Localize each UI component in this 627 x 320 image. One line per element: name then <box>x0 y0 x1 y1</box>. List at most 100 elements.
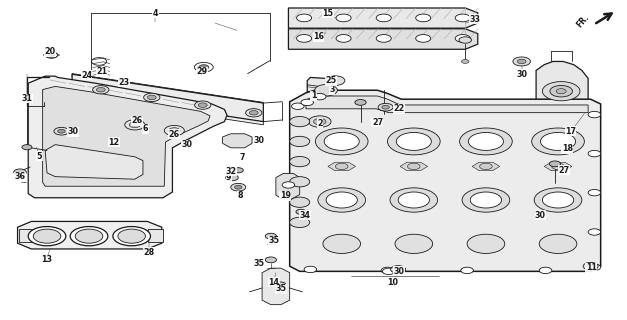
Circle shape <box>296 209 306 214</box>
Circle shape <box>336 14 351 22</box>
Polygon shape <box>276 173 300 199</box>
Circle shape <box>461 60 469 63</box>
Circle shape <box>48 53 55 57</box>
Text: 36: 36 <box>14 172 26 181</box>
Circle shape <box>378 103 393 111</box>
Circle shape <box>552 163 564 170</box>
Circle shape <box>381 267 394 274</box>
Polygon shape <box>18 221 162 249</box>
Text: 22: 22 <box>394 104 405 113</box>
Text: 17: 17 <box>565 127 576 136</box>
Text: 7: 7 <box>240 153 245 162</box>
Circle shape <box>314 118 326 125</box>
Circle shape <box>542 192 574 208</box>
Circle shape <box>376 35 391 42</box>
Text: 30: 30 <box>516 70 527 79</box>
Circle shape <box>459 37 472 43</box>
Circle shape <box>416 14 431 22</box>
Circle shape <box>234 185 242 189</box>
Circle shape <box>552 137 567 145</box>
Text: 30: 30 <box>68 127 79 136</box>
Text: 8: 8 <box>238 191 243 200</box>
Circle shape <box>588 150 601 157</box>
Circle shape <box>93 85 109 94</box>
Circle shape <box>460 128 512 155</box>
Circle shape <box>391 266 406 273</box>
Circle shape <box>265 257 277 263</box>
Circle shape <box>28 227 66 246</box>
Circle shape <box>326 76 345 85</box>
Polygon shape <box>223 134 252 148</box>
Polygon shape <box>288 29 478 49</box>
Circle shape <box>290 177 310 187</box>
Text: 32: 32 <box>225 167 236 176</box>
Circle shape <box>416 35 431 42</box>
Text: 20: 20 <box>45 47 56 56</box>
Circle shape <box>147 95 156 100</box>
Circle shape <box>540 132 576 150</box>
Polygon shape <box>472 162 500 171</box>
Circle shape <box>233 168 243 173</box>
Text: 19: 19 <box>280 191 291 200</box>
Circle shape <box>335 163 348 170</box>
Text: 35: 35 <box>268 236 280 245</box>
Circle shape <box>125 120 145 130</box>
Circle shape <box>297 14 312 22</box>
Circle shape <box>194 101 211 109</box>
Text: 16: 16 <box>313 32 324 41</box>
Circle shape <box>169 128 180 133</box>
Circle shape <box>395 234 433 253</box>
Circle shape <box>539 267 552 274</box>
Circle shape <box>113 227 150 246</box>
Polygon shape <box>72 74 263 106</box>
Circle shape <box>534 188 582 212</box>
Circle shape <box>517 59 526 64</box>
Polygon shape <box>328 162 356 171</box>
Circle shape <box>301 99 314 106</box>
Polygon shape <box>45 145 143 179</box>
Text: 35: 35 <box>275 284 287 293</box>
Polygon shape <box>544 162 572 171</box>
Circle shape <box>144 93 160 101</box>
Circle shape <box>246 108 262 117</box>
Circle shape <box>532 128 584 155</box>
Circle shape <box>539 234 577 253</box>
Text: 27: 27 <box>372 118 383 127</box>
Circle shape <box>323 234 361 253</box>
Text: 13: 13 <box>41 255 53 264</box>
Text: 15: 15 <box>322 9 334 18</box>
Circle shape <box>396 132 431 150</box>
Text: 30: 30 <box>394 267 405 276</box>
Circle shape <box>587 264 594 268</box>
Circle shape <box>58 129 65 133</box>
Circle shape <box>468 132 503 150</box>
Circle shape <box>387 128 440 155</box>
Text: 35: 35 <box>253 259 265 268</box>
Text: 14: 14 <box>268 278 280 287</box>
Text: 23: 23 <box>119 78 130 87</box>
Polygon shape <box>262 268 290 305</box>
Circle shape <box>282 182 295 188</box>
Circle shape <box>336 35 351 42</box>
Polygon shape <box>290 90 601 271</box>
Polygon shape <box>538 129 582 153</box>
Circle shape <box>315 128 368 155</box>
Circle shape <box>455 14 470 22</box>
Polygon shape <box>19 229 34 242</box>
Circle shape <box>315 84 337 96</box>
Text: 4: 4 <box>153 9 158 18</box>
Polygon shape <box>43 86 210 186</box>
Text: 30: 30 <box>181 140 192 149</box>
Circle shape <box>226 174 238 181</box>
Circle shape <box>290 156 310 167</box>
Circle shape <box>390 188 438 212</box>
Circle shape <box>290 197 310 207</box>
Circle shape <box>292 103 304 109</box>
Polygon shape <box>307 77 331 129</box>
Circle shape <box>97 87 105 92</box>
Text: 10: 10 <box>387 278 399 287</box>
Text: 18: 18 <box>562 144 573 153</box>
Circle shape <box>304 266 317 273</box>
Text: 30: 30 <box>535 211 546 220</box>
Text: 1: 1 <box>311 92 316 100</box>
